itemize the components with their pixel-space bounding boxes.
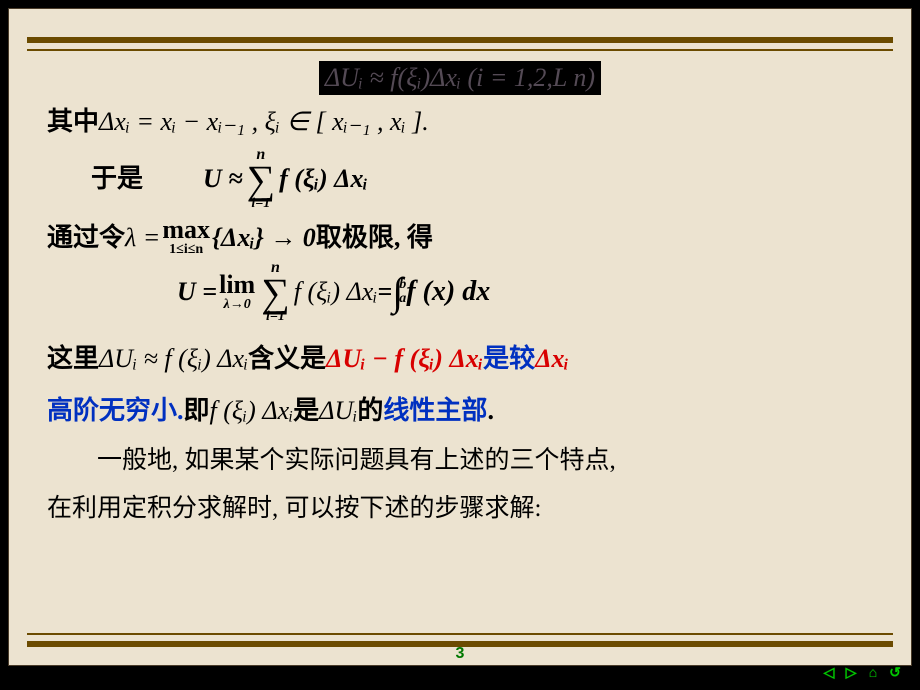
slide-content: ΔUᵢ ≈ f(ξᵢ)Δxᵢ (i = 1,2,L n) 其中 Δxᵢ = xᵢ… bbox=[47, 59, 873, 625]
math-eq-sign: = bbox=[377, 271, 392, 313]
line-gaojie: 高阶无穷小. 即 f (ξᵢ) Δxᵢ 是 ΔUᵢ 的 线性主部 . bbox=[47, 390, 873, 432]
math-dxi-red: Δxᵢ bbox=[535, 338, 569, 380]
text-xianxing-blue: 线性主部 bbox=[383, 390, 487, 432]
text-period: . bbox=[487, 390, 494, 432]
nav-back-button[interactable]: ↺ bbox=[884, 662, 906, 682]
max-block: max 1≤i≤n bbox=[162, 217, 210, 257]
text-yushi: 于是 bbox=[91, 158, 143, 200]
highlight-formula-row: ΔUᵢ ≈ f(ξᵢ)Δxᵢ (i = 1,2,L n) bbox=[47, 61, 873, 95]
sum-symbol-2: n ∑ i=1 bbox=[261, 260, 290, 324]
line-qizhong: 其中 Δxᵢ = xᵢ − xᵢ₋₁ , ξᵢ ∈ [ xᵢ₋₁ , xᵢ ]. bbox=[47, 101, 873, 143]
text-ji: 即 bbox=[184, 390, 210, 432]
int-lower: a bbox=[399, 292, 406, 306]
math-U-eq: U = bbox=[177, 271, 217, 313]
max-word: max bbox=[162, 217, 210, 243]
math-lambda-eq: λ = bbox=[125, 217, 160, 259]
math-max-arg: {Δxᵢ} → 0 bbox=[212, 217, 316, 259]
integrand: f (x) dx bbox=[406, 270, 490, 315]
line-zheli: 这里 ΔUᵢ ≈ f (ξᵢ) Δxᵢ 含义是 ΔUᵢ − f (ξᵢ) Δxᵢ… bbox=[47, 338, 873, 380]
text-tongguoling: 通过令 bbox=[47, 217, 125, 259]
integral-block: ∫ b a f (x) dx bbox=[392, 270, 490, 315]
math-deltaxi-def: Δxᵢ = xᵢ − xᵢ₋₁ , ξᵢ ∈ [ xᵢ₋₁ , xᵢ ]. bbox=[99, 101, 429, 143]
top-rule-thick bbox=[27, 37, 893, 43]
lim-word: lim bbox=[219, 272, 255, 298]
sigma-1: ∑ bbox=[247, 163, 276, 197]
math-U-approx: U ≈ bbox=[203, 158, 243, 200]
math-diff-red: ΔUᵢ − f (ξᵢ) Δxᵢ bbox=[326, 338, 483, 380]
int-upper: b bbox=[399, 278, 406, 292]
text-qujixian: 取极限, 得 bbox=[316, 217, 433, 259]
lim-block: lim λ→0 bbox=[219, 272, 255, 312]
top-rule-thin bbox=[27, 49, 893, 51]
nav-bar: ◁ ▷ ⌂ ↺ bbox=[818, 662, 906, 682]
paragraph-1: 一般地, 如果某个实际问题具有上述的三个特点, bbox=[47, 437, 873, 485]
nav-prev-button[interactable]: ◁ bbox=[818, 662, 840, 682]
sigma-2: ∑ bbox=[261, 276, 290, 310]
sum-lower-1: i=1 bbox=[251, 197, 270, 211]
text-shi: 是 bbox=[293, 390, 319, 432]
page-number: 3 bbox=[9, 645, 911, 663]
slide-frame: ΔUᵢ ≈ f(ξᵢ)Δxᵢ (i = 1,2,L n) 其中 Δxᵢ = xᵢ… bbox=[8, 8, 912, 666]
text-hanyi: 含义是 bbox=[248, 338, 326, 380]
nav-home-button[interactable]: ⌂ bbox=[862, 662, 884, 682]
math-approx-expr: ΔUᵢ ≈ f (ξᵢ) Δxᵢ bbox=[99, 338, 248, 380]
math-summand-2: f (ξᵢ) Δxᵢ bbox=[294, 271, 378, 313]
sum-symbol-1: n ∑ i=1 bbox=[247, 147, 276, 211]
text-de: 的 bbox=[357, 390, 383, 432]
math-summand-1: f (ξᵢ) Δxᵢ bbox=[279, 158, 368, 200]
nav-next-button[interactable]: ▷ bbox=[840, 662, 862, 682]
paragraph-2: 在利用定积分求解时, 可以按下述的步骤求解: bbox=[47, 485, 873, 533]
text-qizhong: 其中 bbox=[47, 101, 99, 143]
math-dUi: ΔUᵢ bbox=[319, 390, 357, 432]
max-under: 1≤i≤n bbox=[169, 243, 203, 257]
text-zheli: 这里 bbox=[47, 338, 99, 380]
math-fxi-dxi: f (ξᵢ) Δxᵢ bbox=[210, 390, 294, 432]
lim-under: λ→0 bbox=[224, 298, 251, 312]
sum-lower-2: i=1 bbox=[266, 310, 285, 324]
text-gaojie-blue: 高阶无穷小. bbox=[47, 390, 184, 432]
highlight-formula: ΔUᵢ ≈ f(ξᵢ)Δxᵢ (i = 1,2,L n) bbox=[319, 61, 601, 95]
line-U-eq: U = lim λ→0 n ∑ i=1 f (ξᵢ) Δxᵢ = ∫ b a f… bbox=[177, 260, 873, 324]
line-tongguo: 通过令 λ = max 1≤i≤n {Δxᵢ} → 0 取极限, 得 bbox=[47, 217, 873, 259]
bottom-rule-thin bbox=[27, 633, 893, 635]
line-yushi: 于是 U ≈ n ∑ i=1 f (ξᵢ) Δxᵢ bbox=[47, 147, 873, 211]
text-shijiao: 是较 bbox=[483, 338, 535, 380]
integral-bounds: b a bbox=[399, 278, 406, 306]
